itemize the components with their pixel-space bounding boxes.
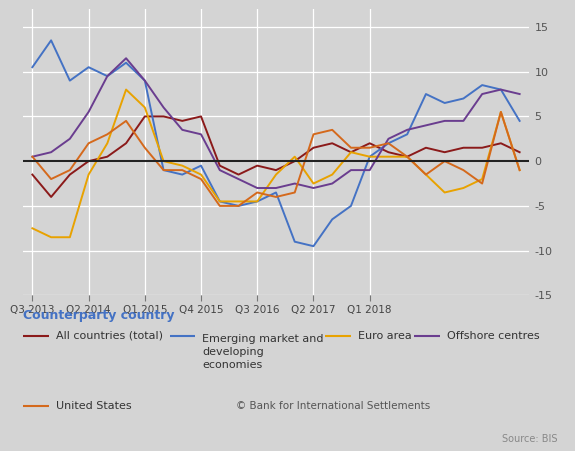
Text: Euro area: Euro area — [358, 331, 411, 341]
Text: Counterparty country: Counterparty country — [23, 309, 174, 322]
Text: All countries (total): All countries (total) — [56, 331, 163, 341]
Text: Source: BIS: Source: BIS — [502, 434, 558, 444]
Text: United States: United States — [56, 401, 132, 411]
Text: Offshore centres: Offshore centres — [447, 331, 539, 341]
Text: Emerging market and
developing
economies: Emerging market and developing economies — [202, 334, 324, 370]
Text: © Bank for International Settlements: © Bank for International Settlements — [236, 401, 430, 411]
